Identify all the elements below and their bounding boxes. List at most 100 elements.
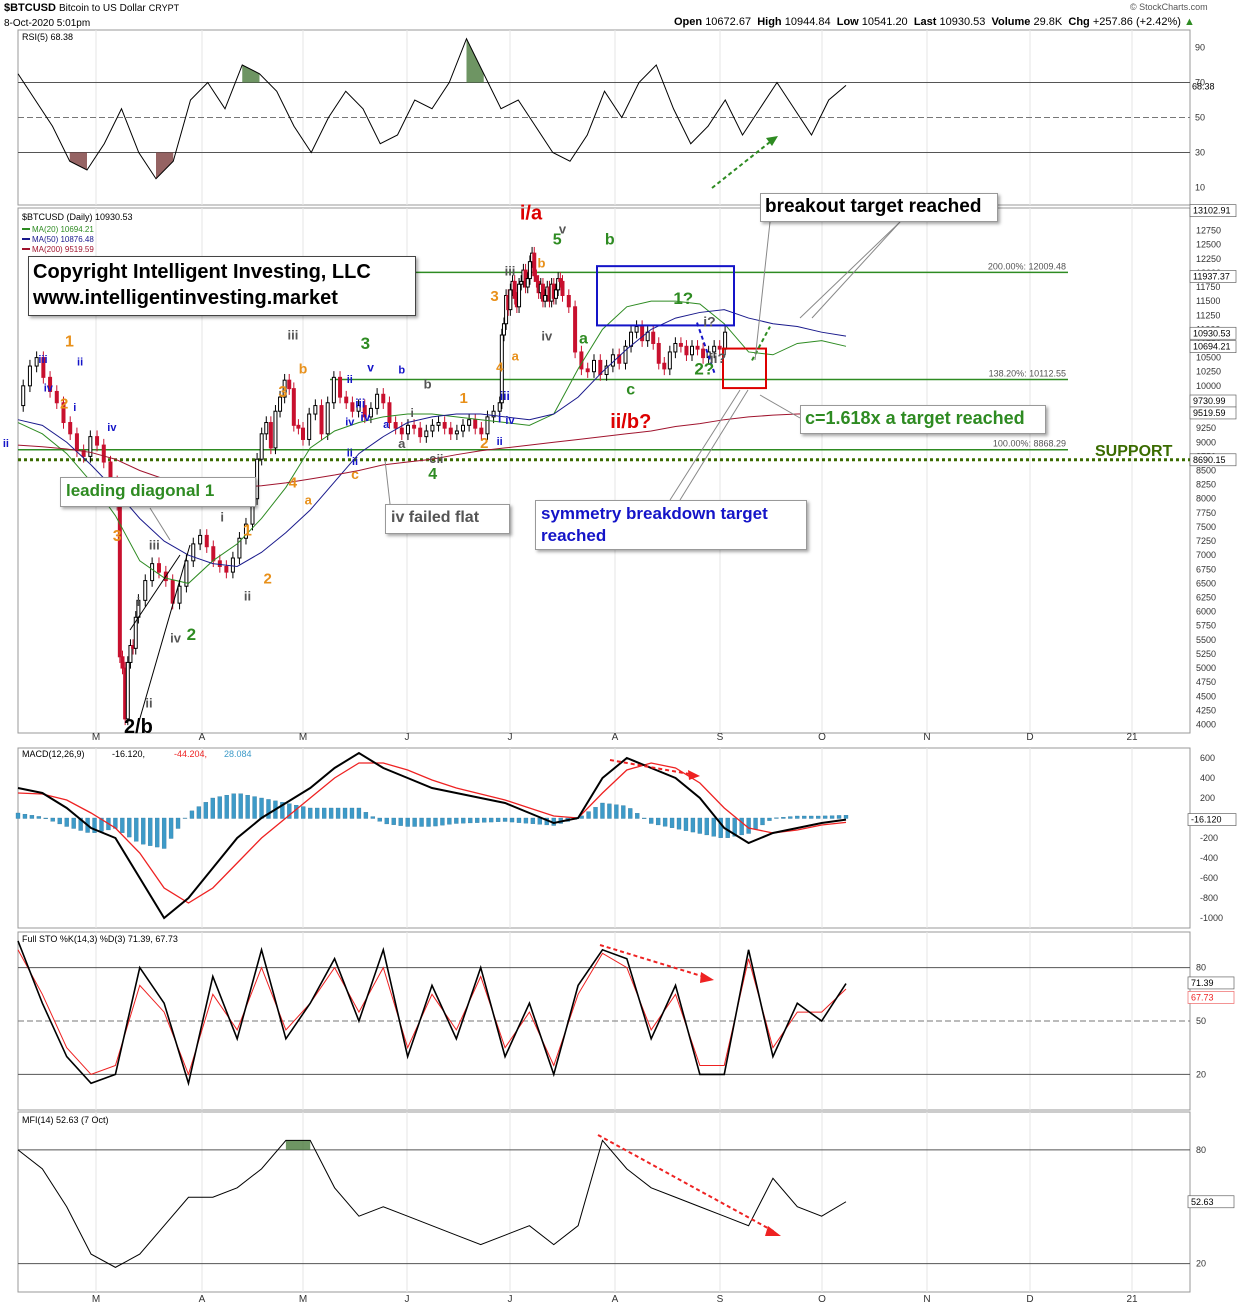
- macd-y-tick: -800: [1200, 893, 1218, 903]
- wave-label: iv: [170, 631, 182, 646]
- candle-body: [387, 402, 392, 424]
- macd-hist-bar: [607, 803, 612, 819]
- candle-body: [543, 295, 548, 302]
- wave-label: c: [429, 451, 436, 466]
- mfi-last-label: 52.63: [1191, 1197, 1214, 1207]
- wave-label: v: [559, 221, 567, 236]
- exchange: CRYPT: [148, 3, 180, 13]
- wave-label: 2: [60, 395, 68, 412]
- macd-hist-bar: [301, 806, 306, 819]
- candle-body: [68, 422, 73, 435]
- candle-body: [41, 357, 46, 378]
- macd-title: MACD(12,26,9): [22, 749, 85, 759]
- price-y-tick: 6750: [1196, 564, 1216, 574]
- legend-entry: MA(20) 10694.21: [32, 225, 94, 234]
- macd-hist-bar: [704, 817, 709, 836]
- wave-label: a: [398, 436, 406, 451]
- rsi-arrow-head: [766, 136, 778, 146]
- price-right-label-box: [1189, 204, 1237, 218]
- x-tick-label: A: [612, 1294, 619, 1305]
- price-y-tick: 10250: [1196, 367, 1221, 377]
- macd-hist-bar: [64, 817, 69, 827]
- macd-hist-bar: [649, 817, 654, 824]
- candle-body: [485, 416, 490, 435]
- macd-hist-bar: [502, 817, 508, 822]
- wave-label: b: [299, 360, 308, 376]
- price-y-tick: 7000: [1196, 550, 1216, 560]
- macd-hist-bar: [148, 817, 153, 846]
- price-y-tick: 5000: [1196, 663, 1216, 673]
- macd-hist-bar: [57, 817, 62, 825]
- candle-body: [473, 419, 478, 429]
- callout-line: [149, 507, 171, 541]
- candle-body: [517, 283, 522, 308]
- macd-hist-bar: [335, 807, 341, 819]
- price-y-tick: 5250: [1196, 649, 1216, 659]
- wave-label: iv: [541, 329, 553, 344]
- x-tick-label: D: [1026, 1294, 1033, 1305]
- macd-hist-bar: [669, 817, 675, 828]
- wave-label: iii: [355, 396, 365, 410]
- price-y-tick: 8250: [1196, 480, 1216, 490]
- candle-body: [701, 348, 706, 359]
- price-right-label-box: [1189, 453, 1237, 467]
- price-y-tick: 5500: [1196, 635, 1216, 645]
- macd-hist-bar: [739, 817, 744, 836]
- fib-label: 138.20%: 10112.55: [989, 368, 1066, 378]
- candle-body: [204, 534, 209, 548]
- wave-label: 1: [459, 390, 467, 407]
- price-y-tick: 11750: [1196, 282, 1220, 292]
- macd-hist-bar: [586, 811, 591, 819]
- chart-header-left: $BTCUSD Bitcoin to US Dollar CRYPT: [4, 2, 179, 14]
- x-tick-label: S: [717, 732, 724, 743]
- price-y-tick: 6000: [1196, 607, 1216, 617]
- support-label: SUPPORT: [1095, 443, 1173, 460]
- candle-body: [133, 616, 138, 649]
- price-y-tick: 9250: [1196, 423, 1216, 433]
- price-y-tick: 12500: [1196, 240, 1221, 250]
- wave-label: ii?: [710, 350, 726, 366]
- candle-body: [150, 563, 155, 582]
- candle-body: [27, 365, 32, 387]
- fib-label: 100.00%: 8868.29: [993, 439, 1066, 449]
- callout-line: [811, 221, 901, 319]
- callout-line: [754, 221, 771, 361]
- wave-label: b: [424, 377, 432, 392]
- macd-hist-bar: [238, 793, 243, 819]
- mfi-line: [17, 1139, 847, 1268]
- wave-label: i: [410, 406, 413, 420]
- macd-hist-bar: [342, 807, 348, 819]
- candle-body: [662, 362, 667, 370]
- wave-label: i/a: [520, 202, 543, 224]
- macd-value: -16.120,: [112, 749, 145, 759]
- mfi-overbought-fill: [285, 1140, 311, 1150]
- macd-hist-value: 28.084: [224, 749, 252, 759]
- x-tick-label: 21: [1126, 732, 1138, 743]
- candle-body: [313, 405, 318, 415]
- symbol: $BTCUSD: [4, 2, 56, 14]
- macd-hist-bar: [662, 817, 668, 827]
- price-right-label: 10694.21: [1189, 340, 1237, 353]
- target-box: [722, 347, 767, 390]
- macd-div-head: [688, 770, 700, 780]
- rsi-y-tick: 50: [1195, 113, 1205, 123]
- candle-body: [448, 427, 453, 435]
- macd-hist-bar: [718, 817, 723, 838]
- candle-body: [556, 278, 561, 291]
- sto-d-box: [1187, 991, 1235, 1004]
- macd-hist-bar: [537, 817, 542, 825]
- wave-label: 2: [263, 570, 271, 587]
- macd-hist-bar: [475, 817, 480, 823]
- diagonal-line: [129, 554, 181, 631]
- candle-body: [684, 345, 689, 356]
- price-right-label-text: 8690.15: [1193, 455, 1226, 465]
- macd-hist-bar: [488, 817, 494, 823]
- macd-hist-bar: [530, 817, 536, 824]
- candle-body: [604, 365, 609, 376]
- candle-body: [350, 402, 355, 412]
- candle-body: [525, 278, 530, 288]
- candle-body: [156, 563, 161, 573]
- candle-body: [368, 407, 373, 418]
